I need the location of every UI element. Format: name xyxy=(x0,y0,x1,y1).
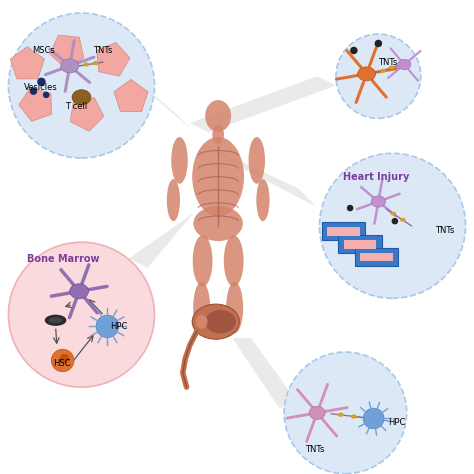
Ellipse shape xyxy=(371,196,385,207)
Polygon shape xyxy=(128,212,195,268)
Text: HSC: HSC xyxy=(53,359,71,368)
Bar xyxy=(344,240,376,249)
Bar xyxy=(322,222,365,240)
Text: TNTs: TNTs xyxy=(378,58,398,67)
Ellipse shape xyxy=(205,310,236,333)
Text: TNTs: TNTs xyxy=(305,445,325,454)
Text: MSCs: MSCs xyxy=(32,46,55,55)
Circle shape xyxy=(363,408,384,429)
Ellipse shape xyxy=(45,315,66,326)
Text: TNTs: TNTs xyxy=(435,226,454,235)
Circle shape xyxy=(336,34,421,118)
Circle shape xyxy=(319,154,465,298)
Ellipse shape xyxy=(70,284,89,299)
Ellipse shape xyxy=(72,90,91,105)
Ellipse shape xyxy=(171,137,188,184)
Circle shape xyxy=(37,78,46,86)
Ellipse shape xyxy=(351,414,357,419)
Ellipse shape xyxy=(398,59,411,70)
Ellipse shape xyxy=(337,413,344,417)
Polygon shape xyxy=(138,81,195,132)
Circle shape xyxy=(350,47,357,54)
Circle shape xyxy=(392,218,398,224)
Ellipse shape xyxy=(380,69,386,73)
Ellipse shape xyxy=(92,61,99,65)
Circle shape xyxy=(9,13,155,158)
Text: TNTs: TNTs xyxy=(93,46,113,55)
Circle shape xyxy=(284,352,407,474)
Ellipse shape xyxy=(196,315,208,328)
Ellipse shape xyxy=(193,235,212,287)
Polygon shape xyxy=(199,142,317,207)
Circle shape xyxy=(43,91,49,98)
Ellipse shape xyxy=(256,179,270,221)
Circle shape xyxy=(374,40,382,47)
Text: T cell: T cell xyxy=(65,102,87,111)
Circle shape xyxy=(96,315,118,337)
Ellipse shape xyxy=(309,406,325,419)
Ellipse shape xyxy=(205,100,231,132)
Polygon shape xyxy=(232,338,298,408)
Circle shape xyxy=(347,205,354,211)
Ellipse shape xyxy=(389,65,394,69)
Circle shape xyxy=(51,349,74,372)
Text: Vesicles: Vesicles xyxy=(24,83,58,92)
Bar xyxy=(338,235,382,253)
Ellipse shape xyxy=(83,63,89,67)
Circle shape xyxy=(30,87,37,95)
Text: Heart Injury: Heart Injury xyxy=(343,172,410,182)
Polygon shape xyxy=(190,76,336,132)
Bar xyxy=(355,248,398,265)
Text: Bone Marrow: Bone Marrow xyxy=(27,254,100,264)
Text: HPC: HPC xyxy=(110,322,127,331)
Ellipse shape xyxy=(357,67,375,81)
Ellipse shape xyxy=(192,137,244,217)
Ellipse shape xyxy=(391,212,396,216)
Ellipse shape xyxy=(400,218,406,222)
Bar xyxy=(328,227,359,236)
Ellipse shape xyxy=(192,304,239,339)
Text: HPC: HPC xyxy=(388,418,405,427)
Ellipse shape xyxy=(167,179,180,221)
Ellipse shape xyxy=(224,235,244,287)
Ellipse shape xyxy=(48,317,63,323)
Ellipse shape xyxy=(193,282,210,333)
Bar xyxy=(360,253,392,261)
Ellipse shape xyxy=(226,282,243,333)
Circle shape xyxy=(60,354,69,363)
Circle shape xyxy=(9,242,155,387)
Ellipse shape xyxy=(248,137,265,184)
Ellipse shape xyxy=(212,125,224,144)
Ellipse shape xyxy=(61,59,79,73)
Ellipse shape xyxy=(193,206,243,241)
